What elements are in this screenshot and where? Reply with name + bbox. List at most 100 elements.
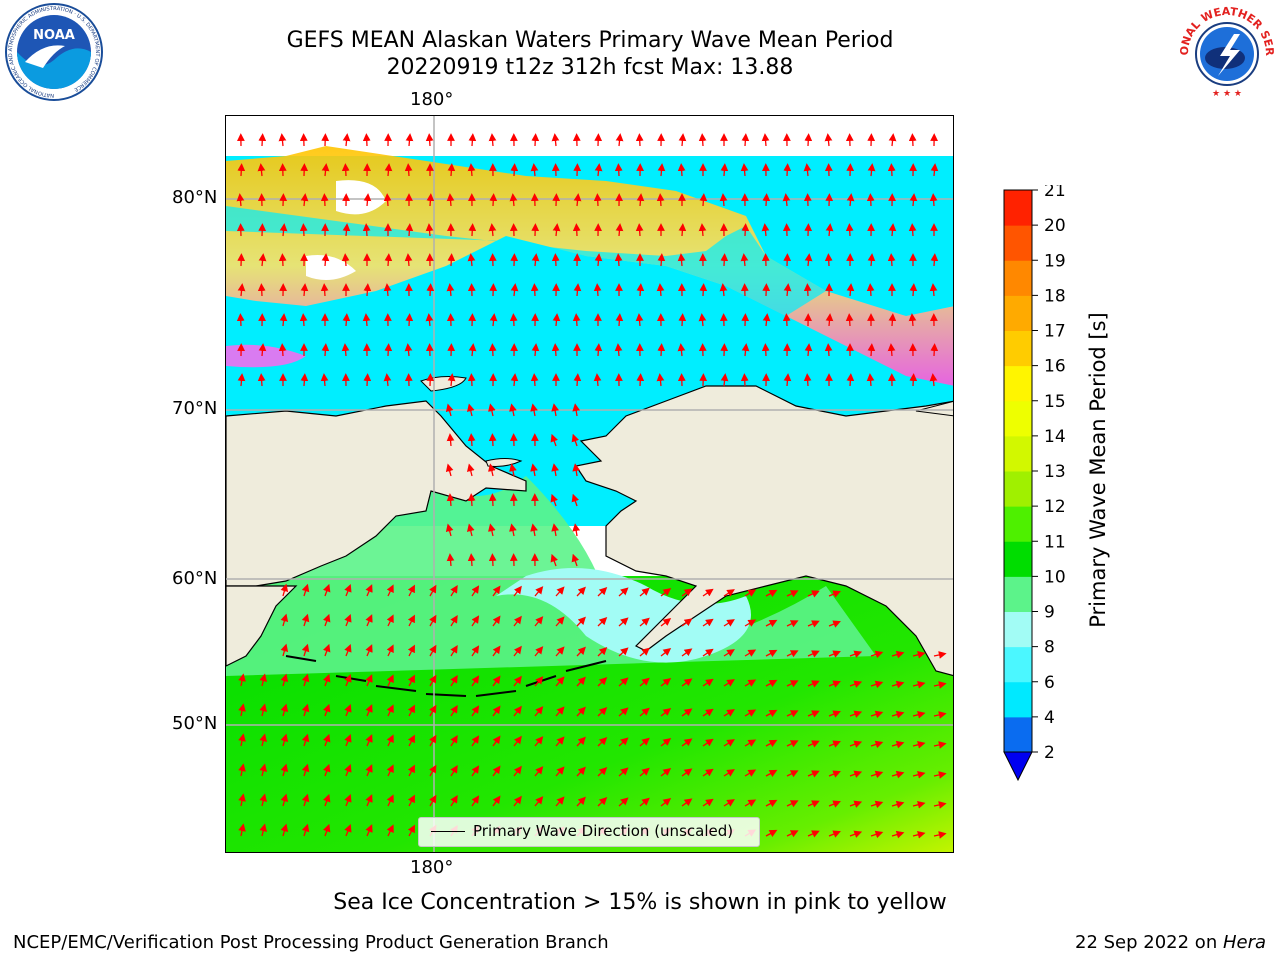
wave-arrow [719, 193, 728, 207]
wave-arrow [614, 253, 623, 267]
wave-arrow [509, 463, 517, 477]
wave-arrow [678, 133, 687, 147]
wave-arrow [259, 703, 267, 717]
wave-arrow [656, 193, 665, 207]
wave-arrow [299, 313, 308, 327]
wave-arrow [807, 770, 820, 778]
wave-arrow [639, 587, 650, 597]
wave-arrow [807, 740, 820, 748]
wave-arrow [849, 800, 863, 808]
wave-arrow [386, 764, 394, 777]
wave-arrow [425, 313, 434, 327]
colorbar-tick-label: 18 [1044, 286, 1066, 306]
wave-arrow [912, 650, 926, 659]
wave-arrow [471, 735, 480, 747]
wave-arrow [593, 283, 602, 297]
wave-arrow [681, 648, 693, 657]
wave-arrow [280, 793, 289, 807]
wave-arrow [471, 615, 480, 627]
wave-arrow [237, 373, 246, 387]
wave-arrow [786, 710, 799, 718]
wave-arrow [450, 675, 458, 687]
wave-arrow [786, 590, 799, 598]
wave-arrow [259, 733, 267, 747]
wave-arrow [259, 823, 267, 837]
wave-arrow [280, 643, 289, 657]
wave-arrow [344, 613, 352, 627]
wave-arrow [593, 373, 602, 387]
wave-arrow [301, 793, 310, 807]
wave-arrow [635, 223, 644, 237]
wave-arrow [471, 585, 480, 597]
wave-arrow [301, 703, 310, 717]
wave-arrow [572, 403, 581, 417]
wave-arrow [534, 646, 544, 657]
wave-arrow [618, 707, 629, 717]
wave-arrow [656, 373, 665, 387]
noaa-logo: NOAA NATIONAL OCEANIC AND ATMOSPHERIC AD… [5, 3, 103, 101]
wave-arrow [407, 674, 415, 687]
wave-arrow [933, 741, 947, 749]
wave-arrow [761, 133, 770, 147]
wave-arrow [656, 283, 665, 297]
wave-arrow [846, 283, 855, 297]
wave-arrow [576, 736, 586, 747]
wave-arrow [510, 283, 519, 297]
wave-arrow [807, 590, 820, 598]
wave-arrow [363, 193, 372, 207]
wave-arrow [344, 583, 352, 597]
wave-arrow [657, 163, 666, 177]
wave-arrow [909, 283, 918, 297]
wave-arrow [594, 163, 603, 177]
wave-arrow [471, 645, 480, 657]
wave-arrow [929, 193, 938, 207]
wave-arrow [301, 613, 310, 627]
colorbar-tick-label: 2 [1044, 743, 1055, 763]
wave-arrow [323, 643, 331, 657]
wave-arrow [407, 704, 415, 717]
wave-arrow [446, 193, 455, 207]
wave-arrow [258, 253, 267, 267]
colorbar-tick-label: 6 [1044, 673, 1055, 693]
wave-arrow [407, 644, 415, 657]
wave-arrow [933, 771, 947, 779]
wave-arrow [846, 193, 855, 207]
wave-arrow [300, 373, 309, 387]
colorbar-tick-label: 16 [1044, 357, 1066, 377]
wave-arrow [429, 734, 437, 747]
wave-arrow [550, 493, 558, 507]
wave-arrow [531, 253, 540, 267]
wave-arrow [786, 620, 799, 628]
wave-arrow [597, 676, 608, 687]
wave-arrow [681, 738, 693, 747]
wave-arrow [450, 705, 458, 717]
wave-arrow [555, 646, 565, 657]
wave-arrow [468, 133, 477, 147]
wave-arrow [702, 648, 714, 657]
wave-arrow [933, 681, 947, 689]
wave-arrow [555, 706, 565, 717]
wave-arrow [765, 619, 778, 628]
wave-arrow [744, 769, 757, 777]
wave-arrow [870, 650, 884, 659]
latitude-label-80n: 80°N [172, 187, 218, 208]
footer-date-text: 22 Sep 2022 on [1075, 932, 1223, 953]
wave-arrow [446, 553, 455, 567]
wave-arrow [807, 650, 820, 658]
wave-arrow [723, 679, 735, 687]
wave-arrow [615, 223, 624, 237]
wave-arrow [618, 737, 629, 747]
wave-arrow [786, 680, 799, 688]
wave-arrow [677, 343, 686, 357]
colorbar-segment [1004, 190, 1032, 226]
wave-arrow [386, 674, 394, 687]
wave-arrow [867, 163, 876, 177]
wave-arrow [534, 586, 544, 597]
wave-arrow [824, 133, 833, 147]
wave-arrow [765, 829, 778, 838]
wave-arrow [657, 253, 666, 267]
wave-arrow [660, 708, 672, 717]
wave-arrow [404, 343, 413, 357]
wave-arrow [555, 586, 565, 597]
wave-arrow [445, 463, 454, 477]
